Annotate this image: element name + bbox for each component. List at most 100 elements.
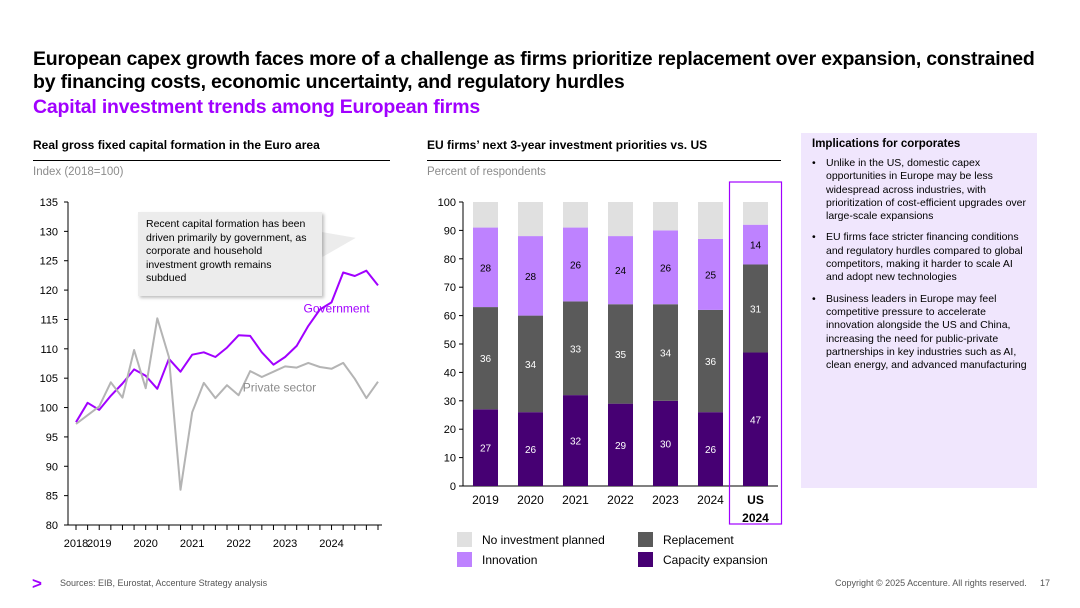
y-tick-label: 20	[444, 424, 456, 436]
y-tick-label: 50	[444, 339, 456, 351]
bar-segment-capacity-expansion	[473, 409, 498, 486]
data-label: 26	[660, 263, 672, 274]
y-tick-label: 80	[444, 254, 456, 266]
y-tick-label: 30	[444, 396, 456, 408]
y-tick-label: 130	[40, 226, 58, 238]
x-tick-label: 2024	[319, 538, 343, 550]
bar-segment-replacement	[653, 304, 678, 401]
bar-segment-no-investment-planned	[563, 202, 588, 228]
x-tick-label: 2022	[607, 493, 634, 507]
data-label: 25	[705, 270, 717, 281]
data-label: 14	[750, 241, 762, 252]
bar-segment-capacity-expansion	[563, 395, 588, 486]
x-tick-label: 2023	[652, 493, 679, 507]
legend-swatch	[457, 532, 472, 547]
callout-box: Recent capital formation has been driven…	[138, 212, 322, 296]
left-panel-divider	[33, 160, 390, 161]
data-label: 29	[615, 441, 627, 452]
legend-swatch	[638, 532, 653, 547]
implications-list: Unlike in the US, domestic capex opportu…	[812, 157, 1029, 372]
bar-segment-replacement	[743, 264, 768, 353]
legend-label: Replacement	[663, 532, 734, 547]
bar-segment-innovation	[518, 236, 543, 316]
x-tick-label: 2023	[273, 538, 297, 550]
bar-segment-no-investment-planned	[653, 202, 678, 231]
bar-segment-replacement	[608, 304, 633, 404]
x-tick-label: 2024	[697, 493, 724, 507]
sources-note: Sources: EIB, Eurostat, Accenture Strate…	[60, 578, 268, 588]
data-label: 32	[570, 437, 582, 448]
bar-segment-capacity-expansion	[698, 412, 723, 486]
y-tick-label: 10	[444, 453, 456, 465]
legend-label: No investment planned	[482, 532, 605, 547]
y-tick-label: 80	[46, 520, 58, 532]
legend-replacement: Replacement	[638, 532, 734, 547]
legend-label: Capacity expansion	[663, 552, 768, 567]
legend-no-investment: No investment planned	[457, 532, 605, 547]
legend-swatch	[457, 552, 472, 567]
bar-segment-capacity-expansion	[653, 400, 678, 486]
x-tick-label: 2019	[87, 538, 111, 550]
x-tick-label: 2021	[562, 493, 589, 507]
bar-segment-capacity-expansion	[518, 412, 543, 486]
y-tick-label: 90	[46, 461, 58, 473]
bar-segment-replacement	[473, 307, 498, 410]
highlight-frame	[728, 181, 783, 525]
bar-segment-innovation	[698, 238, 723, 310]
data-label: 34	[525, 360, 537, 371]
bar-segment-innovation	[608, 236, 633, 305]
data-label: 34	[660, 349, 672, 360]
data-label: 24	[615, 266, 627, 277]
x-tick-label: 2020	[133, 538, 157, 550]
bar-segment-no-investment-planned	[518, 202, 543, 237]
implication-item: Unlike in the US, domestic capex opportu…	[812, 157, 1029, 223]
y-tick-label: 125	[40, 256, 58, 268]
implication-item: EU firms face stricter financing conditi…	[812, 231, 1029, 284]
bar-segment-capacity-expansion	[743, 352, 768, 486]
bar-segment-replacement	[698, 309, 723, 413]
data-label: 47	[750, 415, 762, 426]
x-tick-label: 2024	[742, 511, 769, 525]
implications-panel: Implications for corporates Unlike in th…	[801, 133, 1037, 488]
legend-capacity: Capacity expansion	[638, 552, 768, 567]
bar-segment-innovation	[653, 230, 678, 305]
line-chart-title: Real gross fixed capital formation in th…	[33, 138, 320, 152]
page-number: 17	[1040, 578, 1051, 588]
copyright-note: Copyright © 2025 Accenture. All rights r…	[835, 578, 1027, 588]
bar-chart-subtitle: Percent of respondents	[427, 166, 546, 178]
bar-segment-no-investment-planned	[698, 202, 723, 239]
x-tick-label: 2018	[64, 538, 88, 550]
series-label-government: Government	[304, 301, 371, 315]
y-tick-label: 100	[40, 403, 58, 415]
y-tick-label: 85	[46, 491, 58, 503]
data-label: 30	[660, 439, 672, 450]
x-tick-label: 2022	[226, 538, 250, 550]
y-tick-label: 135	[40, 197, 58, 209]
y-tick-label: 90	[444, 225, 456, 237]
legend-innovation: Innovation	[457, 552, 537, 567]
data-label: 27	[480, 444, 492, 455]
page-title: European capex growth faces more of a ch…	[33, 48, 1035, 93]
data-label: 35	[615, 350, 627, 361]
x-tick-label: 2021	[180, 538, 204, 550]
legend-label: Innovation	[482, 552, 538, 567]
implications-title: Implications for corporates	[812, 138, 961, 150]
x-tick-label: US	[747, 493, 764, 507]
data-label: 26	[525, 445, 537, 456]
implication-item: Business leaders in Europe may feel comp…	[812, 293, 1029, 373]
x-tick-label: 2019	[472, 493, 499, 507]
bar-segment-innovation	[563, 227, 588, 302]
y-tick-label: 95	[46, 432, 58, 444]
bar-segment-no-investment-planned	[473, 202, 498, 228]
bar-segment-innovation	[743, 224, 768, 265]
bar-segment-capacity-expansion	[608, 403, 633, 486]
y-tick-label: 115	[40, 314, 58, 326]
data-label: 28	[525, 272, 537, 283]
data-label: 33	[570, 344, 582, 355]
series-label-private-sector: Private sector	[243, 380, 316, 394]
x-tick-label: 2020	[517, 493, 544, 507]
bar-segment-replacement	[518, 315, 543, 413]
bar-segment-replacement	[563, 301, 588, 396]
